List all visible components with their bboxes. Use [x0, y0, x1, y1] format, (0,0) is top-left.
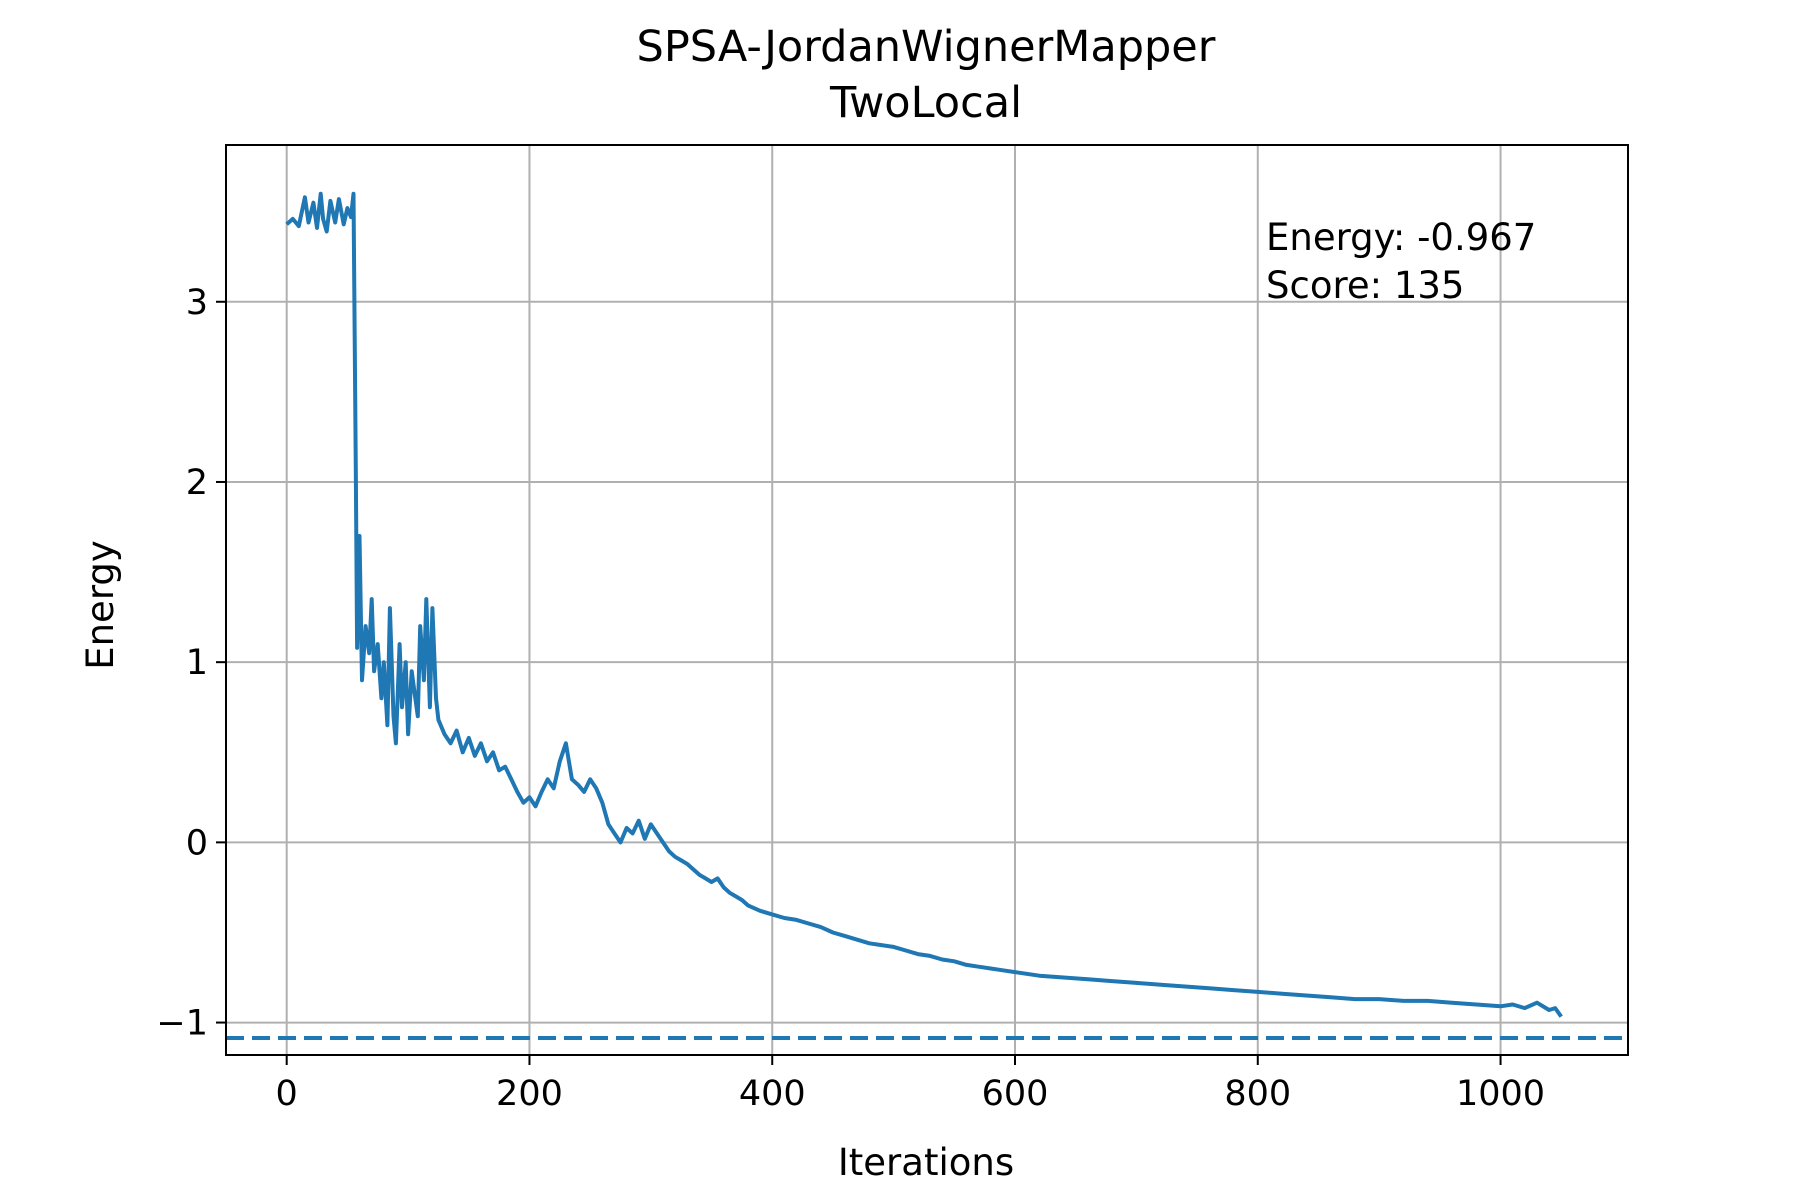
chart-title-line2: TwoLocal [829, 78, 1022, 128]
x-tick-label: 600 [982, 1074, 1049, 1114]
y-tick-label: 1 [186, 643, 208, 683]
series-group [285, 191, 1563, 1018]
y-tick-label: 0 [186, 823, 208, 863]
x-tick-label: 0 [276, 1074, 298, 1114]
y-tick-label: 2 [186, 463, 208, 503]
plot-frame [225, 144, 1629, 1056]
energy-series-line [285, 191, 1563, 1018]
x-tick-label: 400 [739, 1074, 806, 1114]
y-tick-label: 3 [186, 283, 208, 323]
y-tick-label: −1 [156, 1004, 208, 1044]
annotation-energy: Energy: -0.967 [1266, 216, 1536, 259]
grid [226, 145, 1628, 1055]
x-tick-label: 1000 [1456, 1074, 1545, 1114]
x-axis-label: Iterations [838, 1141, 1014, 1184]
ticks: 0 200 400 600 800 1000 −1 0 1 2 3 [156, 283, 1545, 1114]
x-tick-label: 800 [1224, 1074, 1291, 1114]
y-axis-label: Energy [79, 540, 122, 670]
annotation-score: Score: 135 [1266, 264, 1464, 307]
x-tick-label: 200 [496, 1074, 563, 1114]
chart-title-line1: SPSA-JordanWignerMapper [637, 22, 1216, 72]
